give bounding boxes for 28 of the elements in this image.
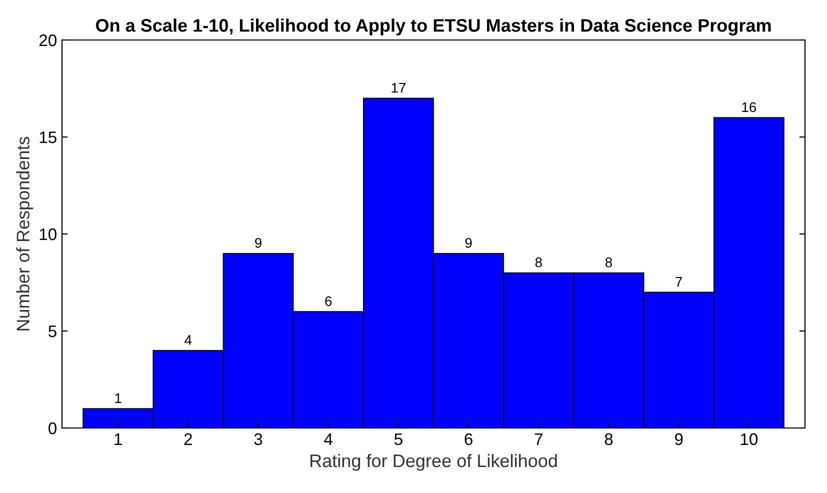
x-tick-label: 4 bbox=[324, 433, 333, 445]
data-label: 7 bbox=[676, 276, 682, 287]
y-tick-label: 15 bbox=[40, 132, 56, 144]
data-label: 8 bbox=[535, 257, 542, 268]
x-tick-label: 8 bbox=[604, 433, 613, 446]
data-label: 9 bbox=[465, 238, 472, 248]
y-tick-label: 5 bbox=[48, 326, 56, 338]
x-tick-label: 7 bbox=[534, 433, 542, 445]
data-label: 1 bbox=[115, 393, 122, 403]
x-tick-label: 5 bbox=[394, 433, 402, 446]
x-tick-label: 2 bbox=[184, 433, 192, 445]
x-axis-title: Rating for Degree of Likelihood bbox=[310, 454, 557, 471]
data-label: 4 bbox=[184, 335, 192, 345]
data-label: 9 bbox=[255, 238, 262, 248]
data-label: 6 bbox=[325, 296, 332, 306]
x-tick-label: 6 bbox=[464, 433, 472, 446]
x-tick-label: 10 bbox=[740, 433, 758, 446]
data-label: 16 bbox=[742, 102, 756, 112]
data-label: 17 bbox=[392, 82, 406, 93]
y-tick-label: 10 bbox=[40, 228, 56, 240]
y-axis-title: Number of Respondents bbox=[16, 136, 34, 330]
x-tick-label: 9 bbox=[674, 433, 683, 446]
chart-title: On a Scale 1-10, Likelihood to Apply to ETSU Masters in Data Science Program bbox=[96, 18, 771, 36]
y-tick-label: 0 bbox=[48, 422, 56, 434]
x-tick-label: 1 bbox=[114, 433, 122, 445]
data-label: 8 bbox=[605, 257, 612, 268]
x-tick-label: 3 bbox=[254, 433, 262, 446]
y-tick-label: 20 bbox=[39, 34, 56, 46]
